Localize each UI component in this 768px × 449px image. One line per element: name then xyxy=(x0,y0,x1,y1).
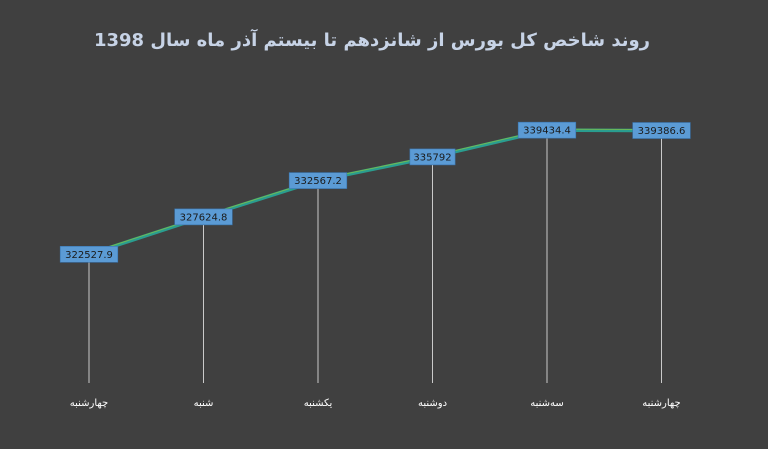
data-label: 339434.4 xyxy=(523,126,571,137)
x-tick-label: سه‌شنبه xyxy=(530,398,564,409)
x-tick-label: یکشنبه xyxy=(304,398,333,409)
data-label-box xyxy=(632,122,691,139)
data-label: 322527.9 xyxy=(65,250,113,261)
data-label: 339386.6 xyxy=(638,126,686,137)
data-label-box xyxy=(517,121,577,139)
data-label-box xyxy=(288,172,348,189)
data-label: 327624.8 xyxy=(180,212,228,223)
data-label-box xyxy=(409,148,456,166)
x-tick-label: شنبه xyxy=(194,398,214,409)
x-tick-label: دوشنبه xyxy=(418,398,447,409)
x-tick-label: چهارشنبه xyxy=(70,398,108,409)
data-label: 332567.2 xyxy=(294,176,342,187)
data-label-box xyxy=(174,208,233,226)
data-label-box xyxy=(59,246,119,263)
series-line xyxy=(88,128,662,256)
series-line-highlight xyxy=(88,128,662,254)
chart-title: روند شاخص کل بورس از شانزدهم تا بیستم آذ… xyxy=(93,30,651,51)
data-label: 335792 xyxy=(413,152,451,163)
x-tick-label: چهارشنبه xyxy=(642,398,680,409)
